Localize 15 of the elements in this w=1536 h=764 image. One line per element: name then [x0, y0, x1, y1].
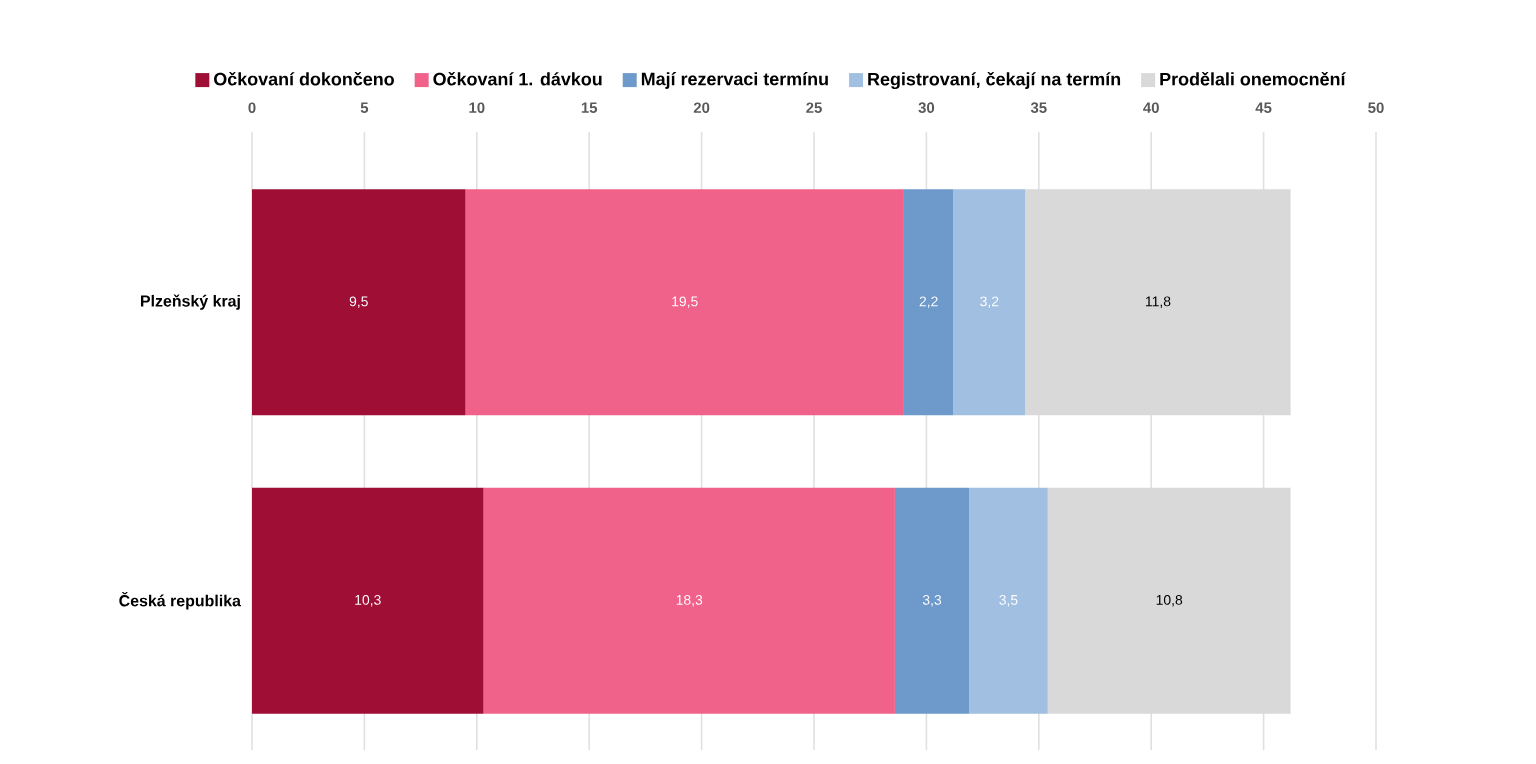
bar	[894, 487, 970, 714]
legend-label: Očkovaní dokončeno	[214, 71, 394, 86]
bar	[252, 189, 466, 416]
bar	[252, 487, 484, 714]
bar	[953, 189, 1026, 416]
bar	[1047, 487, 1291, 714]
bar	[483, 487, 895, 714]
bar	[1025, 189, 1291, 416]
legend-label: Prodělali onemocnění	[1160, 71, 1346, 86]
legend-label: Registrovaní, čekají na termín	[868, 71, 1121, 90]
bar	[903, 189, 954, 416]
legend-label: Mají rezervaci termínu	[641, 72, 828, 89]
legend-label: Očkovaní 1. dávkou	[433, 71, 602, 86]
bar	[969, 487, 1048, 714]
bar	[465, 189, 904, 416]
